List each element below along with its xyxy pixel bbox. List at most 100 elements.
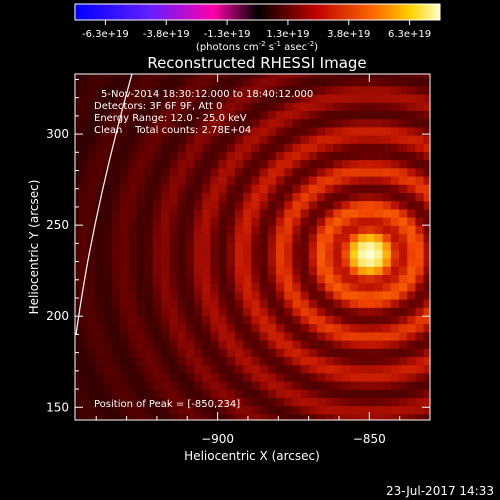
heatmap-pixel [267, 74, 277, 79]
heatmap-pixel [382, 348, 392, 358]
heatmap-pixel [79, 168, 88, 177]
heatmap-pixel [308, 94, 318, 104]
heatmap-pixel [161, 266, 170, 276]
heatmap-pixel [128, 143, 137, 153]
heatmap-pixel [185, 168, 195, 177]
heatmap-pixel [112, 184, 121, 194]
heatmap-pixel [103, 217, 113, 227]
heatmap-pixel [333, 102, 342, 112]
heatmap-pixel [317, 193, 326, 202]
heatmap-pixel [358, 332, 367, 341]
heatmap-pixel [284, 193, 293, 202]
heatmap-pixel [407, 275, 416, 284]
heatmap-pixel [349, 102, 359, 112]
heatmap-pixel [292, 135, 301, 145]
heatmap-pixel [120, 307, 129, 317]
heatmap-pixel [185, 283, 195, 292]
heatmap-pixel [235, 307, 244, 317]
heatmap-pixel [333, 168, 342, 177]
heatmap-pixel [374, 299, 383, 309]
heatmap-pixel [161, 423, 170, 432]
heatmap-pixel [276, 398, 285, 407]
heatmap-pixel [153, 184, 162, 194]
heatmap-pixel [300, 111, 310, 120]
heatmap-pixel [341, 357, 351, 366]
heatmap-pixel [128, 201, 137, 210]
heatmap-pixel [128, 258, 137, 268]
heatmap-pixel [259, 414, 269, 420]
heatmap-pixel [432, 291, 441, 300]
heatmap-pixel [161, 250, 170, 259]
heatmap-pixel [103, 283, 113, 292]
heatmap-pixel [292, 176, 301, 186]
heatmap-pixel [144, 119, 154, 128]
heatmap-pixel [185, 143, 195, 153]
heatmap-pixel [128, 266, 137, 276]
heatmap-pixel [136, 242, 146, 251]
heatmap-pixel [144, 266, 154, 276]
heatmap-pixel [300, 217, 310, 227]
heatmap-pixel [415, 258, 424, 268]
heatmap-pixel [120, 381, 129, 391]
heatmap-pixel [292, 242, 301, 251]
heatmap-pixel [382, 102, 392, 112]
heatmap-pixel [194, 348, 203, 358]
heatmap-pixel [268, 423, 277, 432]
heatmap-pixel [120, 275, 129, 284]
heatmap-pixel [120, 193, 129, 202]
heatmap-pixel [243, 209, 252, 218]
heatmap-pixel [128, 283, 137, 292]
heatmap-pixel [333, 332, 342, 341]
heatmap-pixel [128, 307, 137, 317]
heatmap-pixel [87, 299, 96, 309]
heatmap-pixel [292, 398, 301, 407]
heatmap-pixel [120, 234, 129, 243]
heatmap-pixel [366, 307, 375, 317]
heatmap-pixel [169, 86, 178, 95]
heatmap-pixel [95, 217, 105, 227]
heatmap-pixel [292, 389, 301, 399]
heatmap-pixel [251, 242, 260, 251]
heatmap-pixel [325, 111, 334, 120]
heatmap-pixel [292, 291, 301, 300]
heatmap-pixel [87, 348, 96, 358]
heatmap-pixel [432, 201, 441, 210]
heatmap-pixel [95, 111, 105, 120]
heatmap-pixel [226, 250, 236, 259]
heatmap-pixel [243, 78, 252, 87]
heatmap-pixel [202, 266, 211, 276]
heatmap-pixel [79, 160, 88, 169]
heatmap-pixel [341, 135, 351, 145]
heatmap-pixel [325, 193, 334, 202]
heatmap-pixel [185, 209, 195, 218]
heatmap-pixel [432, 283, 441, 292]
heatmap-pixel [349, 357, 359, 366]
heatmap-pixel [112, 234, 121, 243]
heatmap-pixel [226, 135, 236, 145]
heatmap-pixel [317, 398, 326, 407]
heatmap-pixel [276, 217, 285, 227]
heatmap-pixel [390, 225, 400, 235]
heatmap-pixel [226, 143, 236, 153]
heatmap-pixel [333, 275, 342, 284]
heatmap-pixel [407, 299, 416, 309]
heatmap-pixel [161, 242, 170, 251]
heatmap-pixel [317, 74, 326, 79]
heatmap-pixel [153, 365, 162, 374]
heatmap-pixel [432, 86, 441, 95]
heatmap-pixel [325, 307, 334, 317]
heatmap-pixel [95, 414, 105, 420]
heatmap-pixel [415, 316, 424, 325]
heatmap-pixel [267, 283, 277, 292]
heatmap-pixel [202, 381, 211, 391]
heatmap-pixel [284, 406, 293, 415]
heatmap-pixel [75, 127, 80, 136]
heatmap-pixel [358, 381, 367, 391]
heatmap-pixel [128, 316, 137, 325]
heatmap-pixel [407, 160, 416, 169]
heatmap-pixel [259, 168, 269, 177]
heatmap-pixel [423, 119, 430, 128]
heatmap-pixel [218, 406, 228, 415]
heatmap-pixel [202, 225, 211, 235]
heatmap-pixel [309, 423, 318, 432]
